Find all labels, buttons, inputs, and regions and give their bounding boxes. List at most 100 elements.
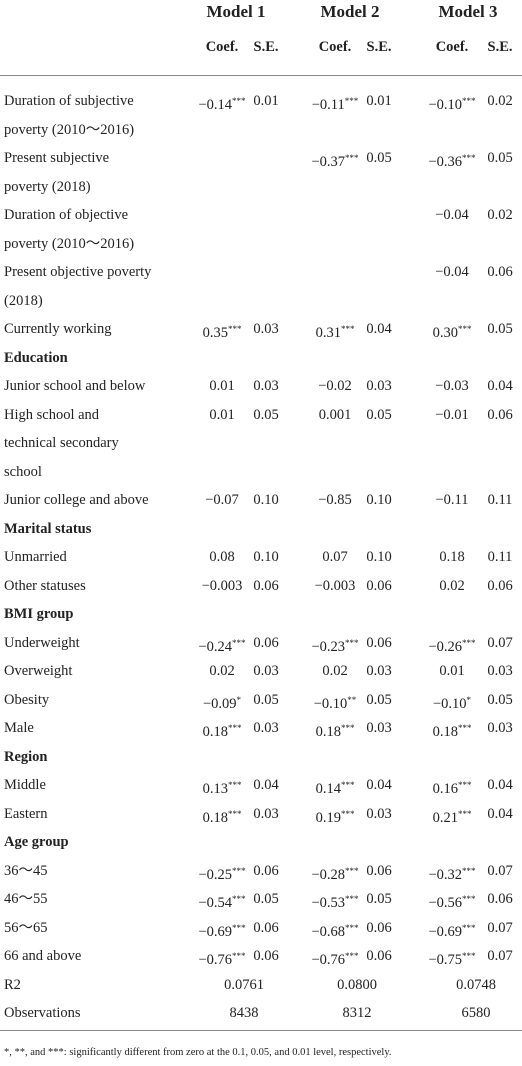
cell: 0.18*** xyxy=(203,718,242,742)
significance: *** xyxy=(227,723,242,733)
cell: −0.02 xyxy=(318,376,352,396)
row-label: 46～55 xyxy=(4,891,48,907)
significance: *** xyxy=(457,808,472,819)
cell-value: −0.11 xyxy=(311,97,345,113)
significance: *** xyxy=(462,894,476,904)
cell: −0.54*** xyxy=(198,889,245,913)
row-label: Present subjective xyxy=(4,150,110,166)
significance: * xyxy=(236,694,242,705)
significance: *** xyxy=(462,637,476,648)
cell-value: 0.06 xyxy=(366,919,392,936)
cell: −0.69*** xyxy=(428,918,475,942)
cell-value: 0.06 xyxy=(253,577,279,594)
cell: 0.21*** xyxy=(433,804,472,828)
row-label: Obesity xyxy=(4,691,50,708)
cell: −0.10* xyxy=(433,690,471,714)
cell: 0.03 xyxy=(253,718,278,738)
row-label: poverty (2018) xyxy=(4,178,91,195)
cell: −0.76*** xyxy=(311,946,358,970)
cell: 0.18*** xyxy=(316,718,355,742)
significance: *** xyxy=(457,723,472,733)
cell: 0.14*** xyxy=(316,775,355,799)
cell: 0.06 xyxy=(253,946,278,966)
cell-value: −0.28 xyxy=(311,866,346,883)
cell: 0.19*** xyxy=(316,804,355,828)
cell-value: 0.03 xyxy=(366,720,392,736)
cell: 0.07 xyxy=(487,918,512,938)
significance: *** xyxy=(232,894,246,904)
section-label: BMI group xyxy=(4,606,74,622)
cell-value: 0.03 xyxy=(253,378,279,394)
cell: −0.003 xyxy=(315,576,356,596)
cell: 0.01 xyxy=(209,376,234,396)
cell: −0.09* xyxy=(203,690,241,714)
cell-value: 0.03 xyxy=(487,720,513,736)
cell: −0.69*** xyxy=(198,918,245,942)
cell: −0.25*** xyxy=(198,861,245,885)
cell: −0.85 xyxy=(318,490,352,510)
cell: −0.56*** xyxy=(428,889,475,913)
cell: 0.07 xyxy=(487,946,512,966)
cell: 0.04 xyxy=(366,775,391,795)
cell-value: 0.11 xyxy=(487,549,513,565)
cell: −0.53*** xyxy=(311,889,358,913)
cell-value: 0.07 xyxy=(487,634,513,651)
row-label: Present objective poverty xyxy=(4,264,152,280)
cell-value: 0.06 xyxy=(366,948,392,964)
column-header: Coef. xyxy=(435,39,469,55)
cell: −0.76*** xyxy=(198,946,245,970)
cell: 0.11 xyxy=(488,490,513,510)
cell-value: 0.30 xyxy=(432,325,458,341)
row-label: Junior school and below xyxy=(4,378,146,394)
significance: *** xyxy=(232,96,246,106)
cell-value: 0.18 xyxy=(202,809,228,826)
cell-value: −0.25 xyxy=(198,866,233,883)
cell-value: 0.06 xyxy=(366,634,392,651)
cell: 0.07 xyxy=(322,547,347,567)
cell-value: −0.02 xyxy=(318,378,352,394)
cell: 0.16*** xyxy=(433,775,472,799)
row-label: poverty (2010～2016) xyxy=(4,121,135,138)
header-rule xyxy=(0,75,522,76)
cell-value: −0.04 xyxy=(435,207,469,223)
cell: 0.05 xyxy=(487,690,512,710)
cell-value: 0.01 xyxy=(366,93,392,109)
cell-value: −0.01 xyxy=(435,406,469,423)
cell: 0.05 xyxy=(366,148,391,168)
significance: *** xyxy=(462,865,476,876)
cell: 0.05 xyxy=(366,405,391,425)
cell-value: −0.36 xyxy=(428,154,463,170)
row-label: Male xyxy=(4,720,34,736)
cell: 0.03 xyxy=(253,376,278,396)
cell-value: 0.06 xyxy=(253,862,279,879)
cell-value: 0.05 xyxy=(253,891,279,907)
cell: 0.02 xyxy=(487,205,512,225)
cell: 0.03 xyxy=(366,804,391,824)
cell: 0.04 xyxy=(487,775,512,795)
significance: *** xyxy=(462,153,476,163)
cell: 0.06 xyxy=(366,576,391,596)
cell: 0.05 xyxy=(366,690,391,710)
cell: 0.11 xyxy=(488,547,513,567)
cell-value: 0.04 xyxy=(487,777,513,793)
cell-value: 0.04 xyxy=(253,777,279,793)
row-label: Unmarried xyxy=(4,549,67,565)
significance: *** xyxy=(345,637,359,648)
cell-value: 0.18 xyxy=(315,724,341,740)
cell: −0.32*** xyxy=(428,861,475,885)
cell-value: 0.07 xyxy=(322,549,348,565)
cell-value: 0.03 xyxy=(253,720,279,736)
cell: −0.04 xyxy=(435,205,469,225)
cell-value: 0.18 xyxy=(202,724,228,740)
row-label: technical secondary xyxy=(4,435,119,451)
cell: −0.10** xyxy=(314,690,357,714)
column-header: Coef. xyxy=(318,39,352,55)
cell: 0.04 xyxy=(487,376,512,396)
cell: 0.06 xyxy=(487,405,512,425)
cell: 0.10 xyxy=(366,547,391,567)
row-label: (2018) xyxy=(4,292,43,309)
cell-value: 0.03 xyxy=(487,663,513,679)
row-label: Overweight xyxy=(4,663,73,679)
footnote: *, **, and ***: significantly different … xyxy=(4,1047,392,1058)
